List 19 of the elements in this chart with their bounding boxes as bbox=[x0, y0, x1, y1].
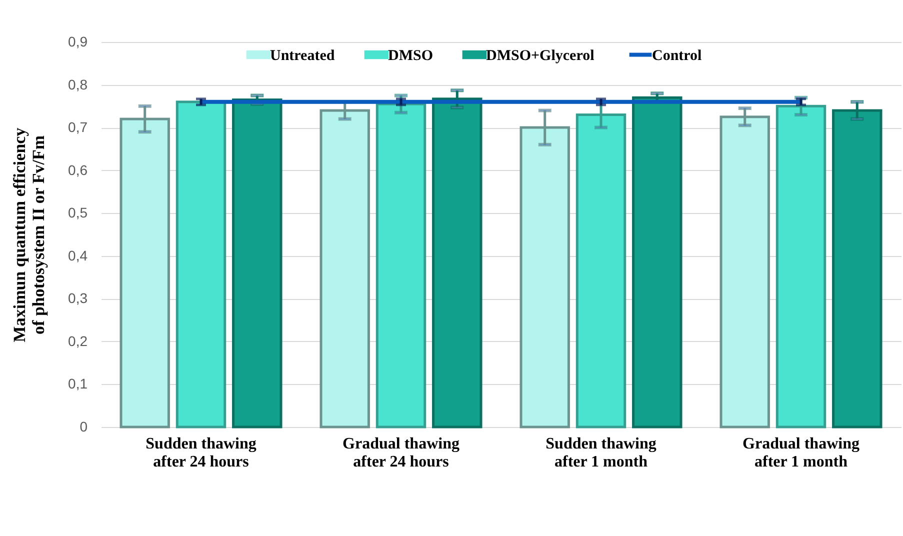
y-tick-label: 0,9 bbox=[68, 34, 88, 50]
y-tick-label: 0,5 bbox=[68, 204, 88, 221]
y-axis-title: Maximun quantum efficiency of photosystem II or Fv/Fm bbox=[10, 127, 48, 342]
x-tick-label: Sudden thawing after 24 hours bbox=[146, 436, 256, 470]
y-tick-label: 0,4 bbox=[68, 247, 88, 264]
y-tick-label: 0,3 bbox=[68, 290, 88, 306]
x-tick-label: Sudden thawing after 1 month bbox=[546, 436, 656, 470]
y-tick-label: 0,2 bbox=[68, 332, 88, 349]
y-tick-label: 0 bbox=[80, 418, 88, 434]
x-tick-label: Gradual thawing after 24 hours bbox=[342, 436, 460, 470]
x-tick-label: Gradual thawing after 1 month bbox=[742, 436, 860, 470]
y-tick-label: 0,6 bbox=[68, 162, 88, 178]
legend-label: Control bbox=[652, 48, 702, 64]
y-tick-label: 0,1 bbox=[68, 376, 88, 392]
y-tick-label: 0,8 bbox=[68, 76, 88, 92]
legend-label: DMSO+Glycerol bbox=[486, 48, 594, 64]
legend-label: Untreated bbox=[270, 48, 336, 64]
legend-label: DMSO bbox=[388, 48, 433, 64]
y-tick-label: 0,7 bbox=[68, 119, 88, 136]
